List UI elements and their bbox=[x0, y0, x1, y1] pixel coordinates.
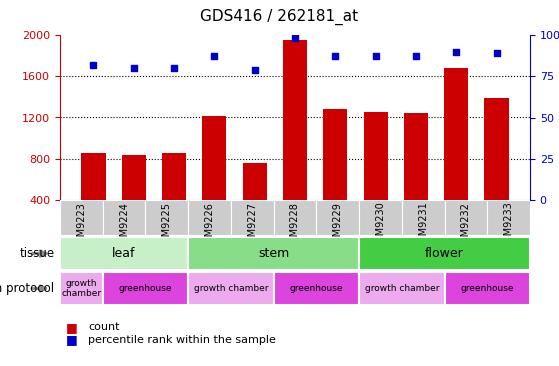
Point bbox=[331, 53, 340, 59]
Bar bbox=[404, 113, 428, 200]
Bar bbox=[122, 154, 146, 200]
Point bbox=[371, 53, 380, 59]
Bar bbox=[274, 272, 359, 305]
Bar bbox=[60, 200, 103, 235]
Text: growth protocol: growth protocol bbox=[0, 282, 54, 295]
Point bbox=[250, 67, 259, 72]
Text: ■: ■ bbox=[65, 321, 77, 334]
Bar bbox=[103, 200, 145, 235]
Text: GSM9231: GSM9231 bbox=[418, 202, 428, 249]
Point bbox=[411, 53, 420, 59]
Point bbox=[210, 53, 219, 59]
Text: GSM9232: GSM9232 bbox=[461, 202, 471, 249]
Text: leaf: leaf bbox=[112, 247, 136, 260]
Text: GSM9223: GSM9223 bbox=[77, 202, 86, 249]
Bar bbox=[60, 272, 103, 305]
Bar bbox=[162, 153, 186, 200]
Bar bbox=[202, 116, 226, 200]
Text: growth
chamber: growth chamber bbox=[61, 279, 101, 298]
Bar bbox=[402, 200, 444, 235]
Text: greenhouse: greenhouse bbox=[461, 284, 514, 293]
Bar bbox=[82, 153, 106, 200]
Text: count: count bbox=[88, 322, 120, 332]
Text: GSM9230: GSM9230 bbox=[376, 202, 386, 249]
Bar bbox=[103, 272, 188, 305]
Bar bbox=[188, 272, 274, 305]
Point bbox=[89, 62, 98, 68]
Bar bbox=[323, 109, 347, 200]
Bar bbox=[359, 237, 530, 270]
Text: percentile rank within the sample: percentile rank within the sample bbox=[88, 335, 276, 345]
Point bbox=[129, 65, 138, 71]
Bar bbox=[145, 200, 188, 235]
Text: GSM9229: GSM9229 bbox=[333, 202, 343, 249]
Bar bbox=[243, 163, 267, 200]
Text: ■: ■ bbox=[65, 333, 77, 347]
Text: stem: stem bbox=[258, 247, 289, 260]
Text: flower: flower bbox=[425, 247, 464, 260]
Bar bbox=[359, 200, 402, 235]
Text: greenhouse: greenhouse bbox=[119, 284, 172, 293]
Bar bbox=[444, 200, 487, 235]
Bar bbox=[444, 68, 468, 200]
Bar bbox=[60, 237, 188, 270]
Point bbox=[291, 36, 300, 41]
Point bbox=[452, 49, 461, 55]
Text: GSM9225: GSM9225 bbox=[162, 202, 172, 249]
Bar bbox=[359, 272, 444, 305]
Text: GDS416 / 262181_at: GDS416 / 262181_at bbox=[201, 9, 358, 25]
Bar bbox=[188, 200, 231, 235]
Text: GSM9228: GSM9228 bbox=[290, 202, 300, 249]
Point bbox=[169, 65, 178, 71]
Text: growth chamber: growth chamber bbox=[193, 284, 268, 293]
Bar bbox=[363, 112, 388, 200]
Text: GSM9227: GSM9227 bbox=[247, 202, 257, 249]
Bar bbox=[485, 98, 509, 200]
Bar bbox=[231, 200, 274, 235]
Bar bbox=[274, 200, 316, 235]
Text: growth chamber: growth chamber bbox=[364, 284, 439, 293]
Bar bbox=[487, 200, 530, 235]
Bar bbox=[316, 200, 359, 235]
Text: greenhouse: greenhouse bbox=[290, 284, 343, 293]
Bar bbox=[283, 40, 307, 200]
Text: tissue: tissue bbox=[19, 247, 54, 260]
Text: GSM9224: GSM9224 bbox=[119, 202, 129, 249]
Text: GSM9226: GSM9226 bbox=[205, 202, 215, 249]
Text: GSM9233: GSM9233 bbox=[504, 202, 514, 249]
Point bbox=[492, 50, 501, 56]
Bar bbox=[444, 272, 530, 305]
Bar bbox=[188, 237, 359, 270]
